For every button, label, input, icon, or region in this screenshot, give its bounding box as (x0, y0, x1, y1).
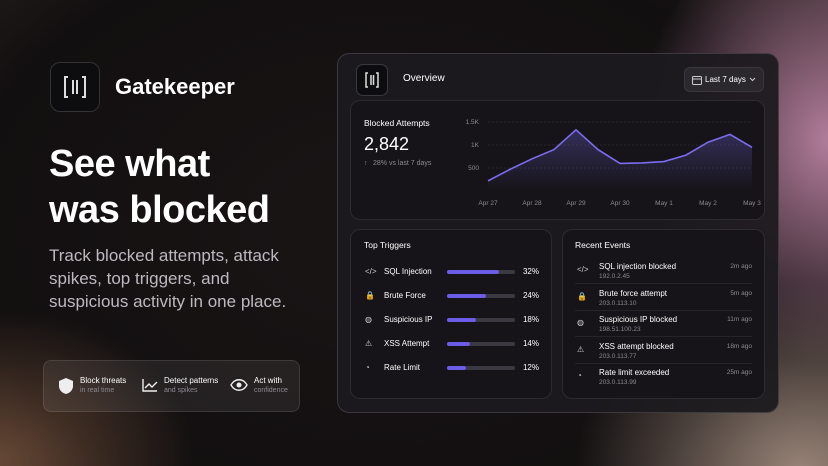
trigger-percent: 32% (522, 267, 539, 276)
trigger-name: Rate Limit (384, 363, 421, 372)
divider (575, 309, 752, 311)
trigger-bar (447, 294, 486, 298)
event-ip: 198.51.100.23 (599, 326, 641, 333)
event-title: Rate limit exceeded (599, 368, 670, 377)
y-tick-label: 500 (468, 165, 479, 172)
x-tick-label: May 3 (743, 200, 761, 207)
change-label: 28% vs last 7 days (373, 160, 432, 167)
event-ip: 203.0.113.77 (599, 352, 637, 360)
trigger-icon: ⚠ (365, 339, 373, 348)
logo (50, 62, 100, 112)
trigger-name: SQL Injection (384, 267, 432, 276)
event-time: 18m ago (726, 342, 752, 350)
x-tick-label: Apr 27 (478, 200, 498, 207)
logo-icon (365, 72, 379, 88)
x-tick-label: Apr 29 (566, 200, 586, 207)
total-value: 2,842 (364, 134, 410, 154)
event-title: SQL injection blocked (599, 262, 677, 271)
brand-name: Gatekeeper (115, 74, 235, 99)
trigger-name: Suspicious IP (384, 315, 433, 324)
date-range-label: Last 7 days (705, 75, 746, 84)
trigger-bar (447, 342, 470, 346)
recent-events-card: Recent Events </> SQL injection blocked 19… (562, 229, 765, 399)
trigger-bar (447, 366, 467, 370)
trigger-bar (447, 270, 499, 274)
panel-logo (356, 64, 388, 96)
x-tick-label: May 2 (699, 200, 717, 207)
blocked-card: Blocked Attempts 2,842 ↑ 28% vs last 7 d… (350, 100, 765, 220)
divider (575, 362, 752, 364)
event-title: Brute force attempt (599, 288, 668, 298)
y-tick-label: 1.5K (466, 119, 480, 126)
event-time: 11m ago (727, 316, 752, 323)
y-tick-label: 1K (471, 142, 480, 149)
trigger-icon: ◍ (365, 315, 372, 324)
trigger-percent: 14% (522, 339, 539, 348)
shield-icon (59, 378, 73, 394)
event-time: 2m ago (730, 263, 752, 270)
date-range-button[interactable]: Last 7 days (684, 67, 764, 92)
panel-title: Overview (403, 73, 445, 84)
feature-title: Detect patterns (164, 376, 219, 385)
event-icon: ◔ (577, 371, 582, 380)
chevron-icon (749, 77, 756, 82)
card-title: Blocked Attempts (364, 118, 430, 128)
headline: See what (49, 143, 210, 185)
trigger-icon: 🔒 (365, 291, 375, 300)
event-title: Suspicious IP blocked (599, 315, 678, 324)
feature-title: Block threats (80, 376, 127, 385)
divider (575, 283, 752, 284)
logo-icon (64, 76, 86, 98)
trigger-bar (447, 318, 477, 322)
event-icon: </> (577, 265, 589, 274)
top-triggers-card: Top Triggers </> SQL Injection 32% 🔒 Brute F… (350, 229, 552, 399)
feature-subtitle: confidence (254, 387, 288, 394)
card-title: Recent Events (575, 240, 631, 250)
headline: was blocked (49, 189, 270, 231)
eye-icon (230, 379, 248, 391)
event-icon: ◍ (577, 318, 584, 327)
feature-strip: Block threats in real time Detect patter… (43, 360, 300, 412)
event-ip: 192.0.2.45 (599, 273, 630, 280)
event-ip: 203.0.113.99 (599, 379, 637, 386)
line (487, 128, 753, 182)
x-tick-label: Apr 28 (522, 200, 542, 207)
trigger-percent: 18% (522, 315, 539, 324)
trigger-track (447, 366, 515, 370)
trigger-icon: </> (365, 267, 377, 276)
divider (575, 336, 752, 337)
trigger-percent: 24% (522, 291, 539, 300)
trigger-track (447, 342, 515, 346)
event-icon: ⚠ (577, 344, 585, 354)
chart-icon (142, 379, 158, 392)
feature-title: Act with (254, 376, 283, 385)
calendar-icon (692, 76, 702, 85)
line-chart: 500 1K 1.5K Apr 27 Apr 28 Apr 29 Apr 30 May 1 Ma… (466, 119, 762, 207)
area (488, 129, 752, 191)
trigger-icon: ◔ (365, 363, 370, 372)
trigger-track (447, 318, 515, 322)
event-time: 25m ago (726, 369, 752, 376)
feature-subtitle: and spikes (164, 387, 198, 394)
event-title: XSS attempt blocked (599, 341, 674, 351)
trigger-name: XSS Attempt (384, 339, 430, 348)
event-time: 5m ago (730, 289, 752, 297)
change-arrow: ↑ (364, 160, 368, 167)
x-tick-label: May 1 (655, 200, 673, 207)
x-tick-label: Apr 30 (610, 200, 630, 207)
description: Track blocked attempts, attack spikes, t… (49, 246, 287, 311)
feature-subtitle: in real time (80, 387, 115, 394)
trigger-percent: 12% (522, 363, 539, 372)
trigger-name: Brute Force (384, 291, 426, 300)
card-title: Top Triggers (364, 240, 411, 250)
event-ip: 203.0.113.10 (599, 299, 637, 307)
event-icon: 🔒 (577, 291, 587, 301)
